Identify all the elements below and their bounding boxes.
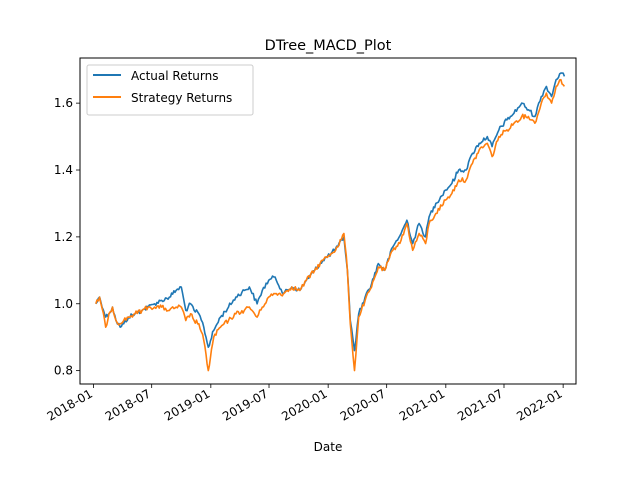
y-tick-label: 1.2 [54, 230, 73, 244]
y-tick-label: 0.8 [54, 364, 73, 378]
y-tick-label: 1.4 [54, 163, 73, 177]
y-tick-label: 1.0 [54, 297, 73, 311]
series-line-strategy-returns [95, 78, 566, 372]
y-tick-label: 1.6 [54, 96, 73, 110]
x-axis-label: Date [314, 440, 343, 454]
y-axis: 0.8 1.0 1.2 1.4 1.6 [54, 96, 80, 378]
chart-title: DTree_MACD_Plot [265, 38, 392, 54]
legend-label-actual: Actual Returns [131, 69, 218, 83]
legend-box [86, 64, 254, 116]
legend: Actual Returns Strategy Returns [86, 64, 254, 116]
legend-label-strategy: Strategy Returns [131, 91, 232, 105]
series-layer [95, 72, 566, 372]
